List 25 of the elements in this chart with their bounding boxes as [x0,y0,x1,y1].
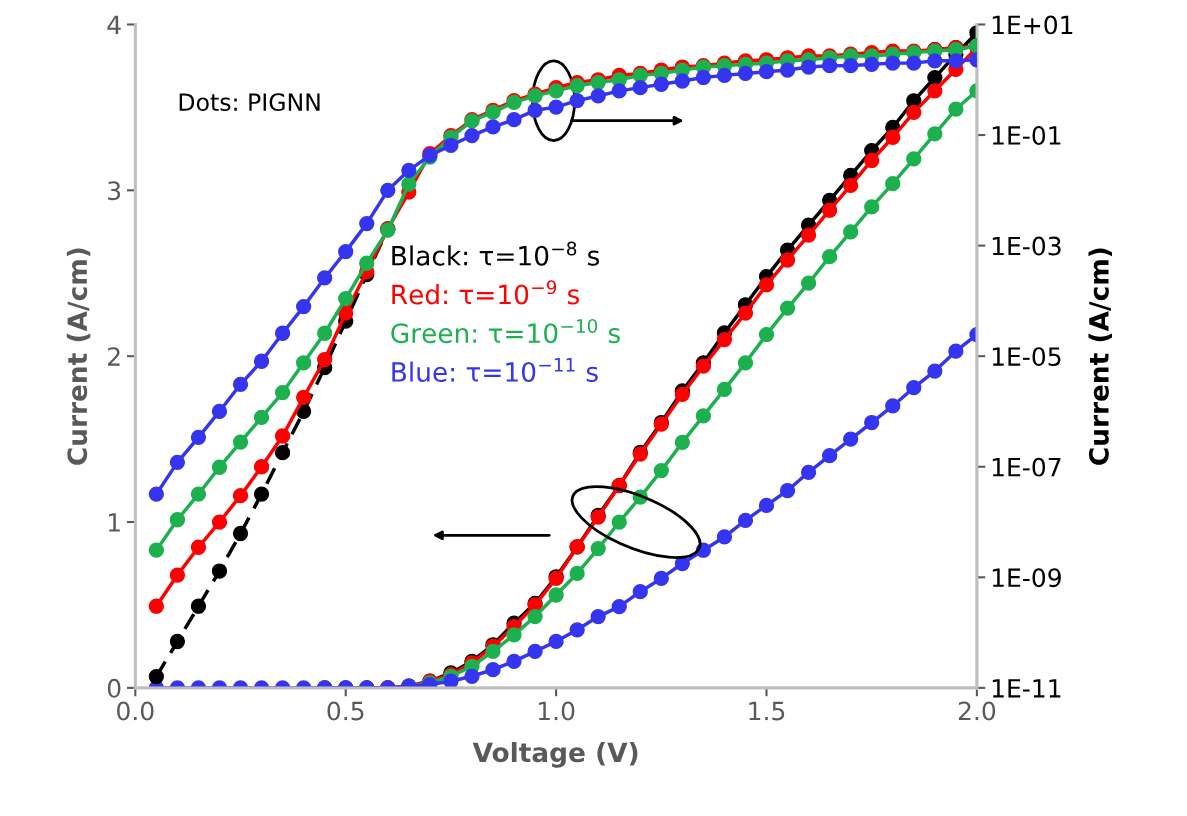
text: Blue: τ=10$^{−11}$ s [392,358,598,382]
annotation: Dots: PIGNN [179,93,320,112]
y-tick-label: 0 [107,678,121,698]
y2-axis-title: Current (A/cm) [1088,248,1112,465]
y-tick-label: 3 [108,181,121,201]
y-tick-label: 1 [108,513,120,532]
x-tick-label: 1.5 [749,701,785,721]
x-tick-label: 0.0 [117,701,154,721]
y2-tick-label: 1E-05 [992,347,1061,367]
x-tick-label: 2.0 [958,701,996,721]
x-tick-label: 0.5 [327,701,364,721]
y2-tick-label: 1E-07 [992,457,1061,477]
y2-tick-label: 1E-01 [992,125,1061,145]
y-tick-label: 4 [107,15,121,34]
y2-tick-label: 1E-03 [992,236,1061,256]
y2-tick-label: 1E+01 [992,15,1073,35]
text: Green: τ=10$^{−10}$ s [391,319,620,344]
y-tick-label: 2 [108,347,120,366]
x-tick-label: 1.0 [538,701,575,721]
x-axis-title: Voltage (V) [472,741,638,768]
text: Red: τ=10$^{−9}$ s [392,280,579,305]
y2-tick-label: 1E-09 [992,568,1061,588]
text: Black: τ=10$^{−8}$ s [392,241,600,266]
y2-tick-label: 1E-11 [992,679,1061,698]
y-axis-title: Current (A/cm) [66,248,91,465]
